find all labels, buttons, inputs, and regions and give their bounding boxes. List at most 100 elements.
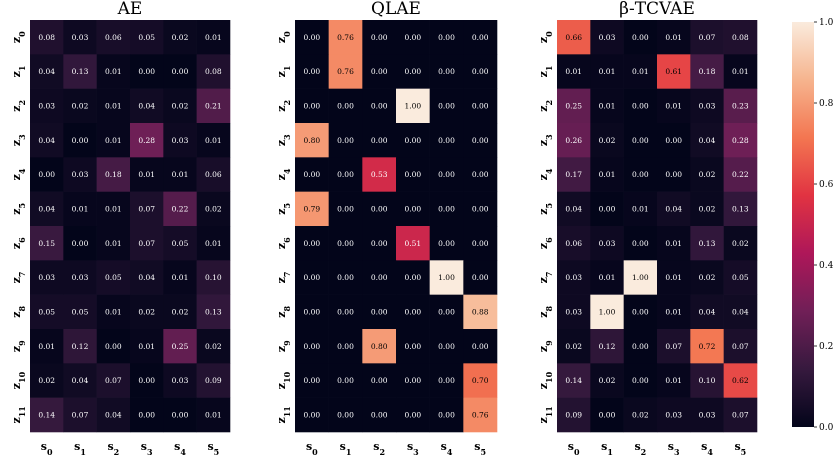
heatmap-cell	[690, 20, 724, 55]
cell-value-label: 0.01	[105, 136, 122, 145]
cell-value-label: 0.01	[732, 67, 749, 76]
cell-value-label: 0.13	[205, 308, 222, 317]
heatmap-cell	[396, 329, 430, 364]
cell-value-label: 0.00	[404, 33, 421, 42]
heatmap-cell	[63, 397, 97, 433]
heatmap-cell	[362, 363, 397, 398]
cell-value-label: 0.02	[172, 308, 189, 317]
heatmap-cell	[130, 294, 164, 330]
heatmap-cell	[723, 294, 758, 330]
heatmap-cell	[30, 294, 64, 330]
heatmap-cell	[163, 260, 197, 295]
heatmap-cell	[295, 329, 329, 364]
cell-value-label: 0.00	[438, 342, 455, 351]
heatmap-cell	[690, 329, 724, 364]
heatmap-cell	[328, 157, 363, 192]
heatmap-cell	[590, 88, 624, 124]
cell-value-label: 0.02	[172, 102, 189, 111]
cell-value-label: 0.00	[472, 342, 489, 351]
cell-value-label: 0.00	[337, 308, 354, 317]
cell-value-label: 0.00	[632, 342, 649, 351]
cell-value-label: 0.00	[303, 342, 320, 351]
y-tick-label: z10	[537, 371, 554, 389]
cell-value-label: 0.05	[105, 273, 122, 282]
heatmap-cell	[396, 191, 430, 227]
heatmap-cell	[130, 363, 164, 398]
y-tick-label: z10	[275, 371, 292, 389]
cell-value-label: 0.00	[371, 136, 388, 145]
heatmap-cell	[30, 123, 64, 158]
heatmap-cell	[96, 397, 131, 433]
x-tick-label: s4	[701, 440, 713, 455]
cell-value-label: 0.00	[303, 411, 320, 420]
cell-value-label: 0.00	[472, 205, 489, 214]
heatmap-cell	[196, 294, 231, 330]
heatmap-cell	[690, 397, 724, 433]
cell-value-label: 0.26	[565, 136, 582, 145]
heatmap-cell	[723, 191, 758, 227]
cell-value-label: 0.03	[565, 273, 582, 282]
heatmap-cell	[557, 123, 591, 158]
cell-value-label: 0.04	[38, 136, 55, 145]
heatmap-cell	[196, 363, 231, 398]
heatmap-cell	[557, 294, 591, 330]
heatmap-cell	[196, 226, 231, 261]
heatmap-cell	[657, 20, 691, 55]
x-tick-label: s2	[634, 440, 646, 455]
cell-value-label: 0.00	[599, 411, 616, 420]
cell-value-label: 0.00	[632, 308, 649, 317]
cell-value-label: 0.07	[72, 411, 89, 420]
cell-value-label: 0.00	[404, 342, 421, 351]
heatmap-cell	[362, 397, 397, 433]
cell-value-label: 0.25	[565, 102, 582, 111]
heatmap-cell	[63, 363, 97, 398]
heatmap-cell	[163, 191, 197, 227]
heatmap-cell	[690, 191, 724, 227]
heatmap-cell	[96, 88, 131, 124]
cell-value-label: 0.28	[732, 136, 749, 145]
heatmap-cell	[429, 157, 464, 192]
x-tick-label: s5	[207, 440, 219, 455]
heatmap-cell	[130, 226, 164, 261]
cell-value-label: 0.53	[371, 170, 388, 179]
heatmap-cell	[30, 226, 64, 261]
cell-value-label: 0.01	[665, 239, 682, 248]
cell-value-label: 0.18	[699, 67, 716, 76]
cell-value-label: 1.00	[438, 273, 455, 282]
cell-value-label: 0.02	[732, 239, 749, 248]
cell-value-label: 0.00	[472, 136, 489, 145]
heatmap-cell	[30, 157, 64, 192]
heatmap-cell	[463, 260, 498, 295]
y-tick-label: z6	[537, 237, 554, 249]
heatmap-cell	[396, 363, 430, 398]
cell-value-label: 0.76	[472, 411, 489, 420]
heatmap-cell	[723, 157, 758, 192]
heatmap-cell	[623, 54, 658, 89]
cell-value-label: 0.08	[205, 67, 222, 76]
heatmap-cell	[657, 226, 691, 261]
colorbar-tick-label: 0.6	[819, 180, 834, 190]
cell-value-label: 0.00	[371, 376, 388, 385]
cell-value-label: 0.01	[138, 170, 155, 179]
y-tick-label: z9	[537, 340, 554, 352]
panel-title: β-TCVAE	[619, 0, 695, 19]
heatmap-cell	[163, 157, 197, 192]
cell-value-label: 0.66	[565, 33, 582, 42]
heatmap-cell	[623, 363, 658, 398]
heatmap-cell	[163, 54, 197, 89]
heatmap-cell	[623, 329, 658, 364]
cell-value-label: 0.70	[472, 376, 489, 385]
heatmap-cell	[328, 226, 363, 261]
cell-value-label: 0.04	[38, 205, 55, 214]
cell-value-label: 0.00	[337, 342, 354, 351]
cell-value-label: 0.02	[172, 33, 189, 42]
heatmap-cell	[690, 294, 724, 330]
heatmap-cell	[590, 157, 624, 192]
heatmap-cell	[557, 363, 591, 398]
heatmap-cell	[429, 20, 464, 55]
heatmap-cell	[163, 294, 197, 330]
cell-value-label: 0.00	[72, 136, 89, 145]
cell-value-label: 0.00	[438, 33, 455, 42]
heatmap-cell	[30, 260, 64, 295]
x-tick-label: s2	[373, 440, 385, 455]
